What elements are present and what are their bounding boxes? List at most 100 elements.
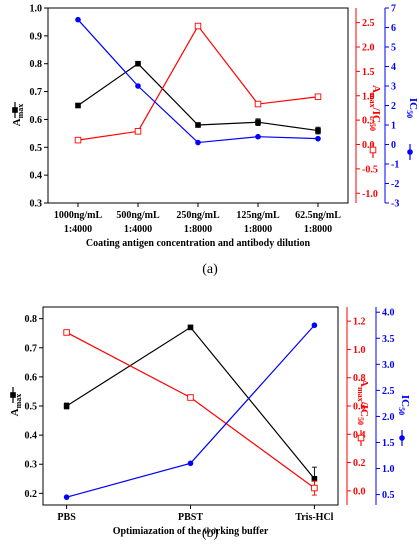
- y-axis-label: Amax/IC50: [356, 379, 370, 425]
- data-point: [194, 22, 202, 30]
- y-axis-label: IC50: [397, 395, 411, 415]
- series-3: [75, 16, 321, 146]
- data-point: [135, 60, 141, 67]
- data-point: [187, 460, 194, 467]
- data-point: [187, 394, 194, 401]
- y-tick-label: 2.0: [382, 412, 395, 423]
- data-point: [63, 494, 70, 500]
- series-3: [63, 322, 318, 500]
- y-tick-label: 0.4: [25, 431, 38, 442]
- series-2: [74, 22, 322, 144]
- y-tick-label: 0.5: [30, 143, 43, 154]
- y-tick-label: 1.2: [353, 317, 366, 328]
- y-tick-label: 0.3: [25, 460, 38, 471]
- x-axis-label: Optimiazation of the working buffer: [113, 526, 269, 537]
- y-tick-label: 1.0: [362, 91, 375, 102]
- panel-label: (b): [202, 526, 219, 541]
- y-tick-label: 0.2: [25, 489, 38, 500]
- x-axis-label: Coating antigen concentration and antibo…: [86, 238, 311, 249]
- data-point: [63, 329, 70, 336]
- y-axis-1: 0.2 0.3 0.4 0.5 0.6 0.7 0.8: [25, 314, 43, 500]
- data-point: [314, 93, 322, 100]
- y-tick-label: 4: [391, 62, 396, 73]
- y-tick-label: 6: [391, 23, 396, 34]
- legend-marker: [12, 107, 18, 113]
- legend-marker: [357, 434, 365, 442]
- y-tick-label: 1.5: [382, 438, 395, 449]
- y-tick-label: 0.6: [25, 372, 38, 383]
- y-tick-label: 0.5: [382, 490, 395, 501]
- data-point: [195, 122, 201, 128]
- y-tick-label: 0.5: [25, 402, 38, 413]
- series-2: [63, 329, 318, 496]
- data-point: [74, 136, 82, 144]
- x-tick-label: Tris-HCl: [295, 512, 333, 523]
- x-tick-label: PBS: [57, 512, 76, 523]
- x-tick-label: 1:8000: [244, 224, 272, 235]
- y-tick-label: 7: [391, 4, 396, 15]
- y-tick-label: 2.0: [362, 43, 375, 54]
- y-tick-label: -3: [391, 199, 399, 210]
- y-tick-label: 2: [391, 101, 396, 112]
- y-tick-label: 2.5: [382, 386, 395, 397]
- data-point: [134, 128, 142, 135]
- y-tick-label: 1.0: [353, 345, 366, 356]
- y-tick-label: 1: [391, 121, 396, 132]
- y-tick-label: 0.8: [25, 314, 38, 325]
- y-axis-label: Amax/IC50: [368, 85, 382, 131]
- data-point: [195, 139, 201, 146]
- x-tick-label: 500ng/mL: [116, 210, 160, 221]
- y-tick-label: 2.5: [362, 18, 375, 29]
- y-tick-label: 3.5: [382, 334, 395, 345]
- legend-marker: [369, 146, 377, 154]
- plot-frame: [42, 306, 339, 506]
- data-point: [63, 403, 70, 409]
- y-axis-2: -1.0 -0.5 0.0 0.5 1.0 1.5 2.0 2.5: [355, 8, 378, 203]
- data-point: [255, 133, 261, 140]
- data-point: [311, 475, 318, 482]
- y-tick-label: 0.2: [353, 458, 366, 469]
- x-tick-label: 1:4000: [64, 224, 92, 235]
- series-line: [77, 62, 319, 132]
- x-tick-label: 250ng/mL: [176, 210, 220, 221]
- x-tick-label: 1:8000: [304, 224, 332, 235]
- x-tick-label: PBST: [178, 512, 203, 523]
- data-point: [75, 102, 81, 109]
- data-point: [187, 324, 194, 331]
- y-tick-label: 0.6: [30, 115, 43, 126]
- y-tick-label: 4.0: [382, 308, 395, 319]
- y-tick-label: 1.5: [362, 67, 375, 78]
- y-tick-label: -0.5: [362, 164, 378, 175]
- y-tick-label: 5: [391, 43, 396, 54]
- y-tick-label: 1.0: [382, 464, 395, 475]
- data-point: [311, 484, 318, 492]
- y-tick-label: 0: [391, 140, 396, 151]
- data-point: [311, 322, 318, 329]
- y-tick-label: 0.8: [30, 59, 43, 70]
- y-tick-label: 0.7: [25, 343, 38, 354]
- y-axis-label: Amax: [9, 394, 23, 417]
- y-tick-label: 0.0: [353, 486, 366, 497]
- data-point: [255, 119, 261, 126]
- x-tick-label: 1:4000: [124, 224, 152, 235]
- y-tick-label: 0.6: [353, 402, 366, 413]
- y-tick-label: 0.3: [30, 199, 43, 210]
- y-tick-label: -1.0: [362, 189, 378, 200]
- data-point: [135, 83, 141, 89]
- data-point: [315, 127, 321, 134]
- y-tick-label: 1.0: [30, 4, 43, 15]
- plot-frame: [47, 7, 349, 204]
- y-tick-label: -2: [391, 179, 399, 190]
- y-tick-label: 0.7: [30, 87, 43, 98]
- y-axis-3: 0.5 1.0 1.5 2.0 2.5 3.0 3.5 4.0: [375, 307, 395, 505]
- y-tick-label: 0.0: [362, 140, 375, 151]
- y-tick-label: 3.0: [382, 360, 395, 371]
- legend-marker: [407, 149, 413, 155]
- y-tick-label: 0.8: [353, 373, 366, 384]
- series-line: [66, 324, 315, 498]
- chart-panel-a: 1000ng/mL 1:4000 500ng/mL 1:4000 250ng/mL 1:8…: [11, 4, 419, 278]
- y-tick-label: 0.5: [362, 116, 375, 127]
- data-point: [315, 135, 321, 142]
- y-axis-1: 0.3 0.4 0.5 0.6 0.7 0.8 0.9 1.0: [30, 4, 48, 210]
